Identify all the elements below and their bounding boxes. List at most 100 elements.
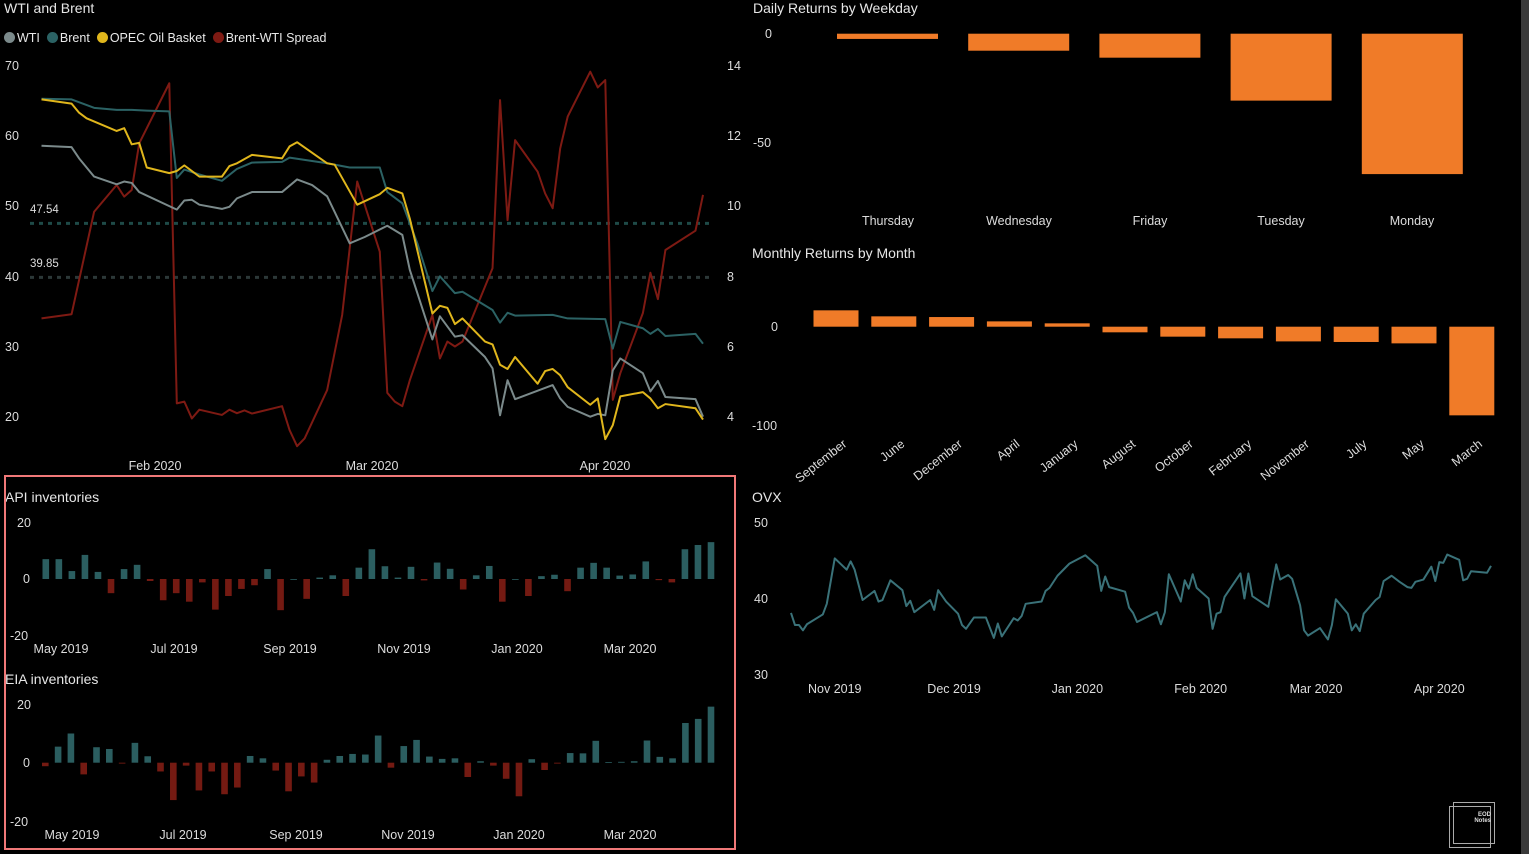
api-bar: [238, 579, 245, 589]
eia-bar: [643, 740, 651, 763]
eia-bar: [502, 762, 510, 779]
api-bar: [420, 579, 428, 581]
api-bar: [81, 554, 89, 579]
logo-text: Notes: [1474, 818, 1491, 824]
series-line-wti: [41, 144, 704, 418]
eia-bar: [413, 739, 420, 763]
api-bar: [68, 571, 76, 579]
eia-bar: [310, 762, 318, 783]
api-bar: [172, 579, 180, 594]
eia-bar: [362, 754, 369, 763]
x-tick: Nov 2019: [807, 682, 862, 696]
weekday-bar-monday: [1361, 33, 1463, 175]
api-bar: [107, 579, 115, 594]
api-bar: [212, 579, 219, 610]
eod-notes-logo: EOD Notes: [1449, 802, 1495, 848]
x-tick: Jan 2020: [491, 642, 543, 656]
api-bar: [499, 579, 506, 602]
api-bar: [655, 579, 663, 581]
eia-bar: [541, 762, 548, 770]
x-tick: Friday: [1132, 214, 1168, 228]
y-left-tick: 20: [5, 410, 19, 424]
api-bar: [603, 567, 610, 579]
x-tick: Feb 2020: [128, 459, 182, 473]
inventories-selection-highlight: [4, 475, 736, 850]
legend-dot-icon: [212, 32, 224, 43]
monthly-bar-august: [1102, 326, 1148, 333]
eia-bar: [694, 718, 702, 763]
api-bar: [290, 579, 297, 580]
y-tick: -100: [752, 419, 778, 433]
x-tick: May 2019: [44, 828, 100, 842]
x-tick: Apr 2020: [579, 459, 631, 473]
x-tick: Jan 2020: [493, 828, 545, 842]
scrollbar[interactable]: [1521, 0, 1529, 854]
eia-bar: [170, 762, 177, 801]
monthly-bar-january: [1044, 323, 1090, 327]
x-tick: Feb 2020: [1174, 682, 1228, 696]
eia-bar: [579, 753, 587, 763]
y-left-tick: 60: [5, 129, 19, 143]
series-line-brent: [41, 97, 704, 350]
api-bar: [251, 579, 258, 586]
legend-item-brent[interactable]: Brent: [46, 31, 90, 45]
y-tick: -20: [10, 629, 29, 643]
api-bar: [264, 569, 271, 579]
y-right-tick: 8: [727, 270, 734, 284]
legend-item-wti[interactable]: WTI: [4, 31, 40, 45]
x-tick: Jul 2019: [150, 642, 198, 656]
y-left-tick: 30: [5, 340, 19, 354]
reference-line-label: 47.54: [30, 204, 59, 216]
eia-bar: [42, 762, 49, 767]
api-bar: [133, 564, 141, 579]
eia-bar: [144, 756, 152, 763]
weekday-bar-thursday: [837, 33, 938, 39]
api-bar: [512, 579, 519, 580]
legend-item-spread[interactable]: Brent-WTI Spread: [212, 31, 326, 45]
x-tick: Nov 2019: [377, 642, 431, 656]
eia-bar: [323, 759, 331, 763]
weekday-bar-friday: [1099, 33, 1201, 58]
api-bar: [694, 544, 702, 579]
eia-bar: [438, 758, 446, 763]
eia-bar: [298, 762, 305, 777]
api-bar: [342, 579, 350, 597]
x-tick: Mar 2020: [1289, 682, 1343, 696]
y-right-tick: 6: [727, 340, 734, 354]
legend-item-opec[interactable]: OPEC Oil Basket: [96, 31, 206, 45]
eia-bar: [464, 762, 472, 778]
y-tick: 30: [754, 668, 768, 682]
eia-bar: [387, 762, 395, 768]
x-tick: Mar 2020: [603, 642, 657, 656]
monthly-bar-september: [813, 310, 859, 327]
y-right-tick: 14: [727, 59, 741, 73]
eia-bar: [707, 706, 715, 763]
api-bar: [159, 579, 167, 601]
eia-bar: [630, 761, 638, 763]
api-bar: [472, 575, 480, 579]
api-bar: [616, 575, 623, 579]
eia-bar: [656, 756, 664, 763]
y-left-tick: 70: [5, 59, 19, 73]
monthly-bar-may: [1391, 326, 1437, 344]
eia-bar: [221, 762, 228, 795]
api-bar: [433, 562, 441, 579]
api-bar: [277, 579, 284, 611]
api-title: API inventories: [5, 489, 100, 505]
api-bar: [368, 549, 376, 579]
eia-bar: [426, 756, 433, 763]
api-bar: [94, 571, 102, 579]
y-tick: 40: [754, 592, 768, 606]
api-bar: [329, 575, 337, 579]
y-tick: 20: [17, 698, 31, 712]
eia-bar: [477, 761, 484, 763]
y-tick: -20: [10, 815, 29, 829]
monthly-title: Monthly Returns by Month: [752, 245, 916, 261]
api-bar: [485, 565, 493, 579]
api-bar: [590, 562, 597, 579]
eia-bar: [157, 762, 164, 772]
x-tick: May 2019: [33, 642, 89, 656]
eia-bar: [490, 762, 497, 766]
api-bar: [707, 542, 715, 579]
